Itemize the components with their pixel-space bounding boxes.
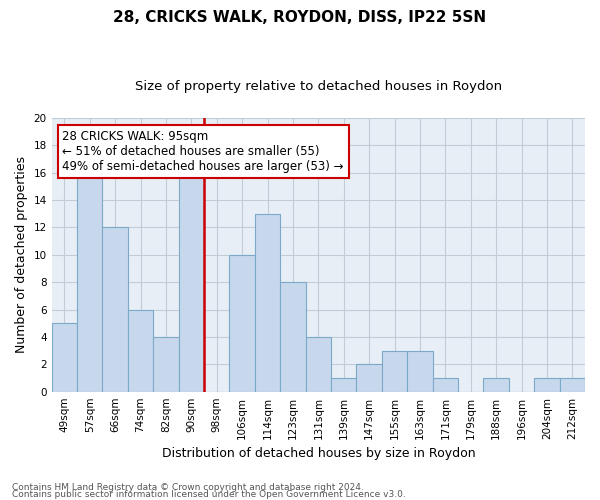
Bar — [103, 228, 128, 392]
Text: Contains HM Land Registry data © Crown copyright and database right 2024.: Contains HM Land Registry data © Crown c… — [12, 484, 364, 492]
Bar — [560, 378, 585, 392]
Bar — [305, 337, 331, 392]
Bar — [433, 378, 458, 392]
Bar — [255, 214, 280, 392]
Bar — [356, 364, 382, 392]
Bar — [407, 350, 433, 392]
Bar — [382, 350, 407, 392]
Text: 28 CRICKS WALK: 95sqm
← 51% of detached houses are smaller (55)
49% of semi-deta: 28 CRICKS WALK: 95sqm ← 51% of detached … — [62, 130, 344, 173]
Bar — [534, 378, 560, 392]
Bar — [331, 378, 356, 392]
Bar — [52, 323, 77, 392]
Bar — [77, 159, 103, 392]
Text: 28, CRICKS WALK, ROYDON, DISS, IP22 5SN: 28, CRICKS WALK, ROYDON, DISS, IP22 5SN — [113, 10, 487, 25]
Text: Contains public sector information licensed under the Open Government Licence v3: Contains public sector information licen… — [12, 490, 406, 499]
Y-axis label: Number of detached properties: Number of detached properties — [15, 156, 28, 353]
Bar — [128, 310, 153, 392]
Bar — [153, 337, 179, 392]
Bar — [179, 159, 204, 392]
X-axis label: Distribution of detached houses by size in Roydon: Distribution of detached houses by size … — [161, 447, 475, 460]
Bar — [280, 282, 305, 392]
Bar — [484, 378, 509, 392]
Title: Size of property relative to detached houses in Roydon: Size of property relative to detached ho… — [135, 80, 502, 93]
Bar — [229, 254, 255, 392]
